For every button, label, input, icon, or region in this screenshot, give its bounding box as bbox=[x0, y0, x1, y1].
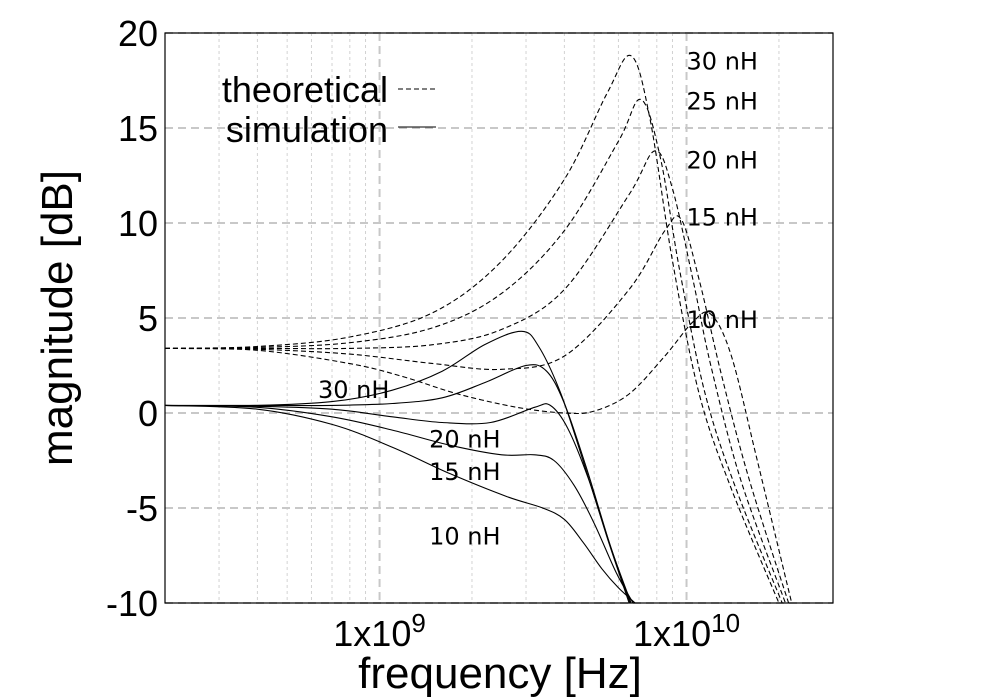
curve-label: 10 nH bbox=[429, 523, 500, 551]
curve-label: 10 nH bbox=[687, 306, 758, 334]
theoretical-curve-15nh bbox=[164, 215, 790, 604]
curve-label: 25 nH bbox=[687, 87, 758, 115]
x-axis-title: frequency [Hz] bbox=[358, 649, 642, 698]
y-tick-label: -5 bbox=[126, 488, 158, 529]
curve-label: 20 nH bbox=[429, 426, 500, 454]
simulation-curve-25nh bbox=[165, 364, 631, 604]
x-tick-label: 1x1010 bbox=[633, 608, 740, 654]
legend-label-simulation: simulation bbox=[226, 109, 388, 150]
y-tick-label: 10 bbox=[118, 203, 158, 244]
theoretical-curve-30nh bbox=[164, 54, 780, 604]
legend-label-theoretical: theoretical bbox=[222, 69, 388, 110]
theoretical-curve-10nh bbox=[164, 311, 793, 604]
x-tick-labels: 1x109 1x1010 bbox=[333, 608, 740, 654]
curve-label: 30 nH bbox=[687, 48, 758, 76]
y-tick-labels: 20 15 10 5 0 -5 -10 bbox=[106, 13, 158, 624]
simulation-curve-10nh bbox=[164, 404, 636, 604]
curve-label: 15 nH bbox=[687, 203, 758, 231]
y-tick-label: -10 bbox=[106, 583, 158, 624]
y-tick-label: 5 bbox=[138, 298, 158, 339]
curves bbox=[164, 54, 793, 604]
y-tick-label: 0 bbox=[138, 393, 158, 434]
curve-label: 15 nH bbox=[429, 458, 500, 486]
theoretical-curve-25nh bbox=[164, 98, 783, 604]
x-tick-label: 1x109 bbox=[333, 608, 426, 654]
legend: theoretical simulation bbox=[222, 69, 436, 150]
plot-frame bbox=[164, 32, 834, 604]
simulation-curve-20nh bbox=[164, 403, 632, 604]
curve-labels: 30 nH 25 nH 20 nH 15 nH 10 nH 30 nH 20 nH 15 nH… bbox=[318, 48, 758, 551]
curve-label: 20 nH bbox=[687, 146, 758, 174]
curve-label: 30 nH bbox=[318, 376, 389, 404]
y-axis-title: magnitude [dB] bbox=[33, 170, 82, 466]
theoretical-curve-20nh bbox=[165, 150, 786, 604]
simulation-curve-30nh bbox=[164, 330, 630, 604]
simulation-curve-15nh bbox=[164, 404, 634, 604]
y-tick-label: 15 bbox=[118, 108, 158, 149]
y-tick-label: 20 bbox=[118, 13, 158, 54]
